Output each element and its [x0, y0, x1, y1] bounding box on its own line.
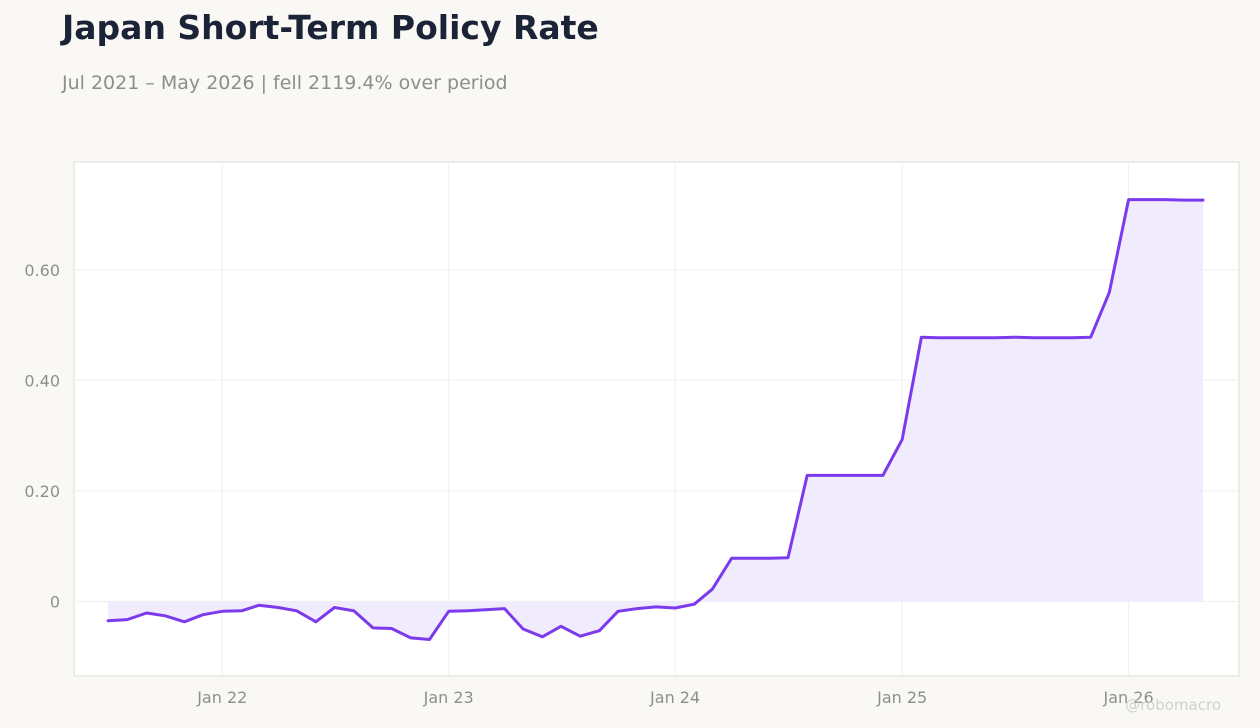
y-axis-ticks: 0 0.20 0.40 0.60: [24, 261, 60, 612]
y-tick-label-2: 0.40: [24, 371, 60, 390]
x-tick-label-1: Jan 23: [423, 688, 474, 707]
x-axis-ticks: Jan 22 Jan 23 Jan 24 Jan 25 Jan 26: [196, 688, 1153, 707]
rate-area-fill: [108, 199, 1204, 640]
y-tick-label-1: 0.20: [24, 482, 60, 501]
x-tick-label-2: Jan 24: [649, 688, 700, 707]
chart-subtitle: Jul 2021 – May 2026 | fell 2119.4% over …: [62, 72, 508, 94]
x-tick-label-3: Jan 25: [876, 688, 927, 707]
chart-title: Japan Short-Term Policy Rate: [62, 8, 599, 47]
watermark: @robomacro: [1125, 696, 1221, 714]
x-tick-label-4: Jan 26: [1103, 688, 1154, 707]
x-tick-label-0: Jan 22: [196, 688, 247, 707]
y-tick-label-0: 0: [50, 592, 60, 611]
rate-line: [106, 198, 1205, 641]
y-tick-label-3: 0.60: [24, 261, 60, 280]
